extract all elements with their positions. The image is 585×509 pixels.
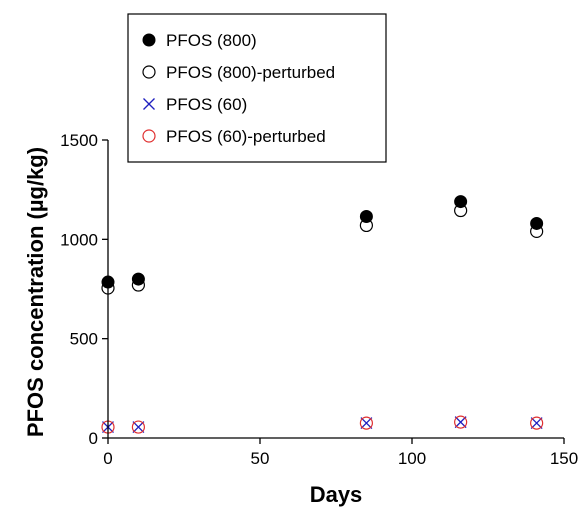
x-axis-title: Days [310, 482, 363, 507]
data-point [359, 209, 373, 223]
data-point [454, 415, 468, 429]
data-point [530, 416, 544, 430]
data-point [454, 416, 467, 429]
y-tick-label: 500 [70, 330, 98, 349]
x-tick-label: 100 [398, 449, 426, 468]
legend-marker [142, 129, 156, 143]
legend-box [127, 13, 387, 163]
y-tick-label: 1500 [60, 131, 98, 150]
series-0 [101, 195, 544, 289]
x-tick-label: 150 [550, 449, 578, 468]
y-tick-label: 1000 [60, 230, 98, 249]
series-3 [101, 415, 544, 434]
legend: PFOS (800) PFOS (800)-perturbed PFOS (60) P… [127, 13, 387, 163]
legend-marker [142, 33, 156, 47]
data-point [360, 417, 373, 430]
series-2 [102, 416, 543, 434]
legend-label: PFOS (800)-perturbed [166, 63, 335, 82]
legend-label: PFOS (800) [166, 31, 257, 50]
legend-label: PFOS (60)-perturbed [166, 127, 326, 146]
legend-label: PFOS (60) [166, 95, 247, 114]
data-point [454, 195, 468, 209]
data-point [530, 417, 543, 430]
legend-marker [143, 98, 155, 110]
series-1 [101, 203, 544, 295]
data-point [530, 224, 544, 238]
data-point [359, 416, 373, 430]
x-tick-label: 0 [103, 449, 112, 468]
data-point [359, 218, 373, 233]
x-tick-label: 50 [251, 449, 270, 468]
y-axis-title: PFOS concentration (µg/kg) [23, 147, 48, 437]
data-point [454, 203, 468, 218]
data-point [132, 421, 145, 434]
legend-marker [142, 65, 156, 79]
y-tick-label: 0 [89, 429, 98, 448]
data-point [131, 420, 145, 434]
data-point [131, 278, 145, 292]
